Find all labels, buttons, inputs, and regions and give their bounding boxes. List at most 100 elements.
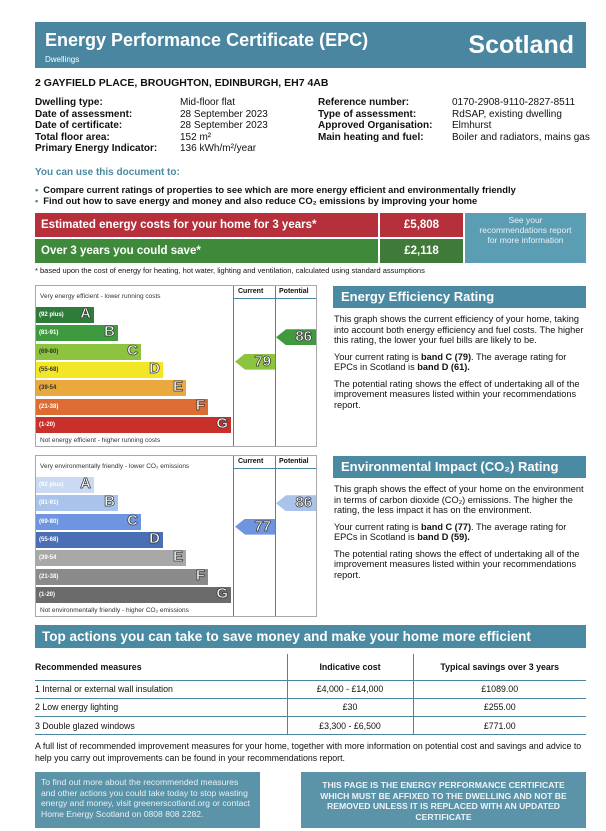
panel-rating-text: Your current rating is band C (79). The … — [334, 351, 567, 373]
savings-value: £2,118 — [380, 239, 463, 263]
chart-bottom-caption: Not energy efficient - higher running co… — [40, 437, 161, 444]
band-letter: A — [80, 305, 92, 322]
rating-band-D: (55-68) D — [36, 360, 163, 378]
band-range: (55-68) — [39, 366, 59, 373]
panel-text: The potential rating shows the effect of… — [334, 548, 580, 580]
table-cell: £3,300 - £6,500 — [286, 716, 413, 736]
rating-band-C: (69-80) C — [36, 512, 141, 530]
table-row: 2 Low energy lighting £30 £255.00 — [35, 698, 586, 718]
rating-band-G: (1-20) G — [36, 585, 231, 603]
detail-label: Type of assessment: — [318, 108, 417, 120]
band-range: (92 plus) — [39, 482, 64, 488]
rating-band-D: (55-68) D — [36, 529, 163, 548]
rating-band-C: (69-80) C — [36, 341, 141, 360]
detail-label: Main heating and fuel: — [318, 131, 424, 143]
page-title: Energy Performance Certificate (EPC) — [45, 30, 369, 50]
costs-footnote: * based upon the cost of energy for heat… — [35, 266, 425, 275]
header-bar: Energy Performance Certificate (EPC) Dwe… — [35, 22, 586, 68]
table-cell: 3 Double glazed windows — [35, 716, 287, 736]
detail-value: 0170-2908-9110-2827-8511 — [452, 97, 576, 108]
chart-top-caption: Very environmentally friendly - lower CO… — [40, 463, 190, 470]
band-letter: F — [195, 396, 205, 414]
band-letter: D — [149, 529, 161, 547]
table-cell: 1 Internal or external wall insulation — [35, 680, 287, 699]
detail-row: Reference number: 0170-2908-9110-2827-851… — [318, 97, 592, 109]
rating-band-A: (92 plus) A — [36, 305, 94, 323]
band-letter: E — [172, 378, 184, 396]
detail-row: Date of certificate: 28 September 2023 — [35, 120, 320, 132]
detail-value: 152 m² — [180, 131, 212, 143]
environmental-impact-chart: Very environmentally friendly - lower CO… — [35, 455, 317, 617]
detail-row: Type of assessment: RdSAP, existing dwell… — [318, 109, 592, 121]
find-out-more-box: To find out more about the recommended m… — [35, 772, 260, 828]
col-savings: Typical savings over 3 years — [412, 654, 586, 681]
band-letter: G — [216, 414, 228, 432]
band-letter: C — [127, 341, 139, 359]
band-range: (55-68) — [39, 536, 59, 543]
use-title: You can use this document to: — [35, 167, 180, 178]
savings-label: Over 3 years you could save* — [35, 239, 378, 263]
band-letter: B — [104, 493, 116, 511]
band-letter: E — [172, 548, 184, 566]
detail-value: Elmhurst — [452, 120, 492, 131]
panel-text: The potential rating shows the effect of… — [334, 378, 580, 410]
details-left: Dwelling type: Mid-floor flat Date of asse… — [35, 97, 320, 155]
detail-value: Boiler and radiators, mains gas — [452, 131, 590, 143]
detail-row: Main heating and fuel: Boiler and radiato… — [318, 132, 592, 144]
detail-row: Total floor area: 152 m² — [35, 132, 320, 144]
detail-label: Reference number: — [318, 97, 410, 108]
band-range: (1-20) — [39, 421, 56, 428]
band-range: (69-80) — [39, 518, 59, 525]
chart-bottom-caption: Not environmentally friendly - higher CO… — [40, 607, 189, 614]
page-subtitle: Dwellings — [45, 55, 80, 64]
current-header: Current — [238, 288, 264, 295]
band-range: (39-54 — [39, 555, 57, 562]
detail-label: Approved Organisation: — [318, 120, 433, 131]
detail-label: Total floor area: — [35, 131, 110, 143]
col-cost: Indicative cost — [286, 654, 413, 681]
see-recommendations-box: See your recommendations report for more… — [465, 213, 586, 263]
energy-efficiency-chart: Very energy efficient - lower running co… — [35, 285, 317, 447]
detail-label: Date of certificate: — [35, 120, 123, 131]
rating-band-B: (81-91) B — [36, 323, 118, 342]
rating-band-F: (21-38) F — [36, 566, 208, 585]
band-range: (81-91) — [39, 330, 59, 337]
panel-title: Environmental Impact (CO₂) Rating — [333, 456, 586, 478]
energy-efficiency-panel: Energy Efficiency Rating This graph shows… — [333, 286, 586, 410]
potential-rating-arrow: 86 — [276, 329, 316, 346]
rating-band-A: (92 plus) A — [36, 475, 94, 493]
potential-header: Potential — [279, 288, 309, 295]
rating-band-B: (81-91) B — [36, 493, 118, 512]
panel-text: This graph shows the effect of your home… — [334, 484, 584, 515]
use-bullet: • Find out how to save energy and money a… — [35, 195, 478, 206]
bullet-text: Compare current ratings of properties to… — [43, 184, 516, 195]
band-range: (81-91) — [39, 500, 59, 507]
full-list-note: A full list of recommended improvement m… — [35, 741, 582, 763]
table-row: 1 Internal or external wall insulation £4… — [35, 680, 586, 699]
detail-row: Date of assessment: 28 September 2023 — [35, 109, 320, 121]
detail-value: 136 kWh/m²/year — [180, 143, 257, 154]
band-range: (69-80) — [39, 348, 59, 355]
band-range: (21-38) — [39, 573, 59, 580]
detail-value: 28 September 2023 — [180, 108, 268, 120]
panel-rating-text: Your current rating is band C (77). The … — [334, 521, 567, 543]
band-letter: B — [104, 323, 116, 341]
details-right: Reference number: 0170-2908-9110-2827-851… — [318, 97, 592, 143]
table-cell: £1089.00 — [412, 680, 586, 699]
band-range: (39-54 — [39, 385, 57, 392]
top-actions-title: Top actions you can take to save money a… — [35, 625, 586, 648]
estimated-costs-label: Estimated energy costs for your home for… — [35, 213, 378, 237]
table-cell: 2 Low energy lighting — [35, 698, 287, 718]
region-label: Scotland — [468, 31, 574, 59]
detail-row: Primary Energy Indicator: 136 kWh/m²/year — [35, 143, 320, 155]
table-cell: £255.00 — [412, 698, 586, 718]
detail-label: Dwelling type: — [35, 97, 103, 108]
table-row: 3 Double glazed windows £3,300 - £6,500 £7… — [35, 716, 586, 736]
band-range: (92 plus) — [39, 312, 64, 318]
rating-band-E: (39-54 E — [36, 548, 186, 567]
band-letter: F — [195, 566, 205, 584]
certificate-notice-box: THIS PAGE IS THE ENERGY PERFORMANCE CERT… — [301, 772, 586, 828]
environmental-impact-panel: Environmental Impact (CO₂) Rating This gr… — [333, 456, 586, 580]
rating-band-F: (21-38) F — [36, 396, 208, 415]
detail-value: RdSAP, existing dwelling — [452, 108, 562, 120]
